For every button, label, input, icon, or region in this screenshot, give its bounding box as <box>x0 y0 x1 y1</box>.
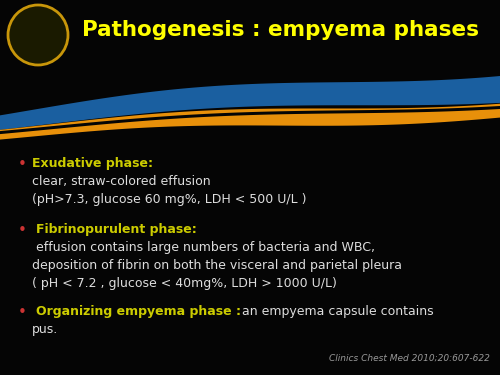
Text: Organizing empyema phase :: Organizing empyema phase : <box>36 305 241 318</box>
Circle shape <box>8 5 68 65</box>
Text: effusion contains large numbers of bacteria and WBC,: effusion contains large numbers of bacte… <box>32 241 375 254</box>
Text: Pathogenesis : empyema phases: Pathogenesis : empyema phases <box>82 20 478 40</box>
Text: Clinics Chest Med 2010;20:607-622: Clinics Chest Med 2010;20:607-622 <box>329 354 490 363</box>
Polygon shape <box>0 104 500 140</box>
Text: Exudative phase:: Exudative phase: <box>32 157 153 170</box>
Polygon shape <box>0 76 500 130</box>
Polygon shape <box>0 106 500 134</box>
Text: an empyema capsule contains: an empyema capsule contains <box>238 305 434 318</box>
Text: pus.: pus. <box>32 323 58 336</box>
Text: clear, straw-colored effusion: clear, straw-colored effusion <box>32 175 210 188</box>
Text: •: • <box>18 157 27 172</box>
Text: (pH>7.3, glucose 60 mg%, LDH < 500 U/L ): (pH>7.3, glucose 60 mg%, LDH < 500 U/L ) <box>32 193 306 206</box>
Polygon shape <box>0 0 500 135</box>
Text: deposition of fibrin on both the visceral and parietal pleura: deposition of fibrin on both the viscera… <box>32 259 402 272</box>
Text: •: • <box>18 223 27 238</box>
Text: Fibrinopurulent phase:: Fibrinopurulent phase: <box>36 223 197 236</box>
Text: ( pH < 7.2 , glucose < 40mg%, LDH > 1000 U/L): ( pH < 7.2 , glucose < 40mg%, LDH > 1000… <box>32 277 337 290</box>
Text: •: • <box>18 305 27 320</box>
